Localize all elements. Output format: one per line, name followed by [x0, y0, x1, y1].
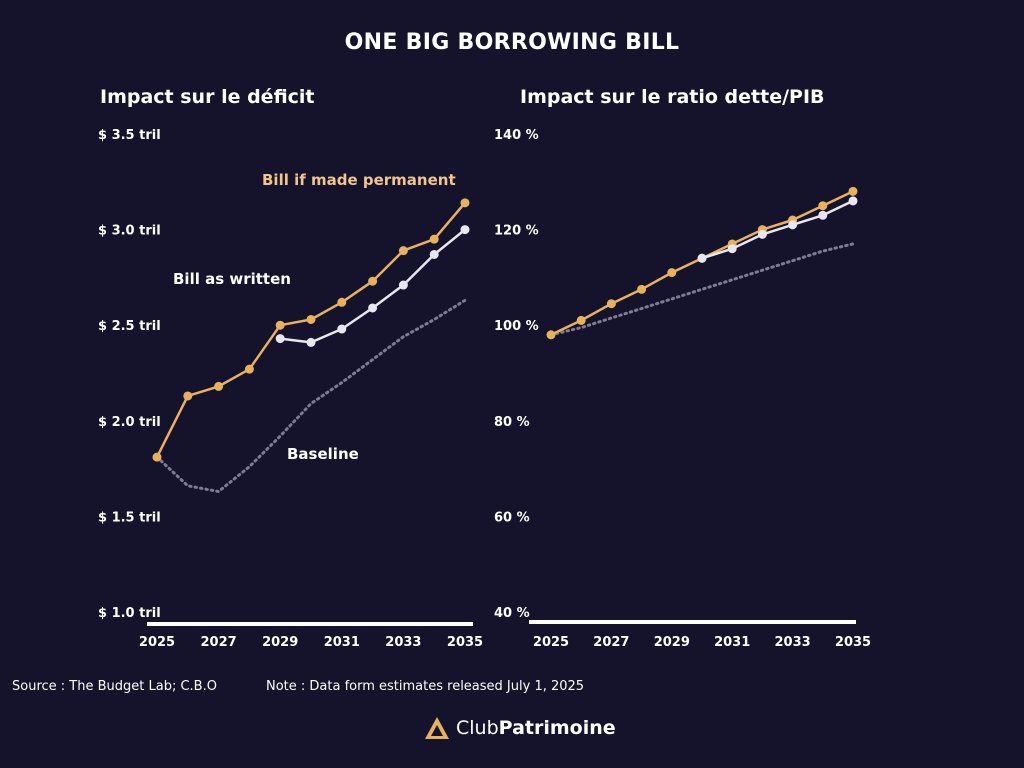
y-tick-label: 60 % — [494, 510, 530, 525]
bill-if-made-permanent-point — [183, 391, 193, 401]
bill-as-written-point — [727, 244, 737, 254]
y-tick-label: 40 % — [494, 606, 530, 621]
triangle-logo-icon — [425, 717, 449, 739]
x-tick-label: 2035 — [447, 635, 483, 650]
x-tick-label: 2025 — [533, 635, 569, 650]
x-tick-label: 2029 — [654, 635, 690, 650]
x-tick-label: 2025 — [139, 635, 175, 650]
bill-as-written-point — [460, 225, 470, 235]
x-tick-label: 2029 — [262, 635, 298, 650]
bill-as-written-point — [757, 229, 767, 239]
bill-if-made-permanent-point — [546, 330, 556, 340]
bill-as-written-point — [697, 253, 707, 263]
x-tick-label: 2031 — [714, 635, 750, 650]
bill-if-made-permanent-point — [667, 268, 677, 278]
bill-if-made-permanent-point — [429, 234, 439, 244]
bill-if-made-permanent-point — [306, 314, 316, 324]
bill-as-written-point — [275, 334, 285, 344]
bill-if-made-permanent-point — [818, 201, 828, 211]
baseline-line — [549, 242, 855, 337]
bill-as-written-point — [337, 324, 347, 334]
bill-as-written-point — [788, 220, 798, 230]
y-tick-label: 120 % — [494, 224, 539, 239]
x-tick-label: 2033 — [385, 635, 421, 650]
bill-as-written-point — [368, 303, 378, 313]
y-tick-label: $ 3.0 tril — [98, 224, 161, 239]
debt-ratio-panel-title: Impact sur le ratio dette/PIB — [520, 86, 825, 108]
bill-if-made-permanent-point — [637, 284, 647, 294]
logo-patrimoine-text: Patrimoine — [498, 717, 616, 739]
y-tick-label: 100 % — [494, 319, 539, 334]
bill-as-written-point — [398, 280, 408, 290]
deficit-panel-title: Impact sur le déficit — [100, 86, 315, 108]
bill-as-written-point — [848, 196, 858, 206]
bill-if-made-permanent-line — [550, 190, 854, 336]
bill-if-made-permanent-point — [244, 364, 254, 374]
x-tick-label: 2031 — [324, 635, 360, 650]
bill-as-written-point — [306, 337, 316, 347]
annotation-baseline: Baseline — [287, 445, 359, 463]
debt-ratio-chart: 40 % 60 % 80 % 100 % 120 % 140 % 2025 2027 2029 2… — [494, 128, 871, 650]
annotation-permanent: Bill if made permanent — [262, 171, 456, 189]
x-tick-label: 2027 — [593, 635, 629, 650]
y-tick-label: $ 1.0 tril — [98, 606, 161, 621]
y-tick-label: $ 3.5 tril — [98, 128, 161, 143]
bill-if-made-permanent-point — [398, 246, 408, 256]
logo-club-text: Club — [456, 717, 499, 739]
y-tick-label: $ 2.0 tril — [98, 415, 161, 430]
bill-if-made-permanent-point — [214, 381, 224, 391]
y-tick-label: 140 % — [494, 128, 539, 143]
bill-if-made-permanent-point — [576, 315, 586, 325]
bill-if-made-permanent-point — [337, 297, 347, 307]
bill-if-made-permanent-point — [368, 276, 378, 286]
y-tick-label: 80 % — [494, 415, 530, 430]
club-patrimoine-logo: ClubPatrimoine — [424, 712, 616, 744]
deficit-chart: $ 1.0 tril $ 1.5 tril $ 2.0 tril $ 2.5 tril… — [98, 128, 483, 650]
bill-if-made-permanent-point — [152, 452, 162, 462]
baseline-line — [155, 298, 467, 494]
source-note: Source : The Budget Lab; C.B.O — [12, 679, 217, 694]
chart-title: ONE BIG BORROWING BILL — [344, 30, 680, 55]
annotation-as-written: Bill as written — [173, 270, 291, 288]
bill-if-made-permanent-point — [460, 198, 470, 208]
x-tick-label: 2033 — [775, 635, 811, 650]
bill-if-made-permanent-point — [606, 299, 616, 309]
bill-as-written-line — [701, 199, 854, 260]
y-tick-label: $ 2.5 tril — [98, 319, 161, 334]
bill-as-written-point — [429, 249, 439, 259]
bill-if-made-permanent-point — [848, 186, 858, 196]
x-tick-label: 2035 — [835, 635, 871, 650]
data-note: Note : Data form estimates released July… — [266, 679, 585, 694]
y-tick-label: $ 1.5 tril — [98, 510, 161, 525]
bill-as-written-point — [818, 210, 828, 220]
bill-if-made-permanent-point — [275, 320, 285, 330]
x-tick-label: 2027 — [201, 635, 237, 650]
